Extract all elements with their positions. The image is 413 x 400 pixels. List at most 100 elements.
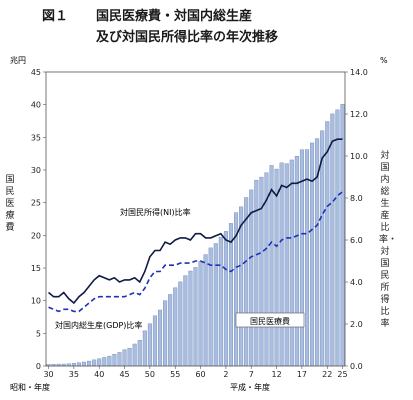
bar	[213, 243, 218, 367]
x-tick-label: 50	[145, 370, 155, 379]
bar	[330, 113, 335, 367]
right-axis-title: 対国内総生産比率・対国民所得比率	[379, 151, 398, 329]
bar	[249, 189, 254, 367]
bar	[274, 168, 279, 367]
bar	[127, 347, 132, 367]
right-tick-label: 0.0	[350, 362, 363, 371]
left-tick-label: 25	[31, 199, 41, 208]
bar	[112, 354, 117, 367]
left-tick-label: 20	[31, 231, 41, 240]
ni-series-label: 対国民所得(NI)比率	[120, 207, 191, 217]
right-tick-label: 2.0	[350, 320, 363, 329]
bar	[122, 349, 127, 367]
bar	[269, 165, 274, 367]
right-tick-label: 8.0	[350, 194, 363, 203]
right-axis-unit: %	[380, 56, 388, 65]
bar	[76, 362, 81, 367]
bar	[279, 162, 284, 367]
figure-number: 図１	[42, 9, 69, 24]
bar	[284, 163, 289, 367]
bar	[228, 223, 233, 367]
bar	[87, 360, 92, 367]
x-tick-label: 7	[249, 370, 254, 379]
bar	[132, 343, 137, 367]
figure-title-line2: 及び対国民所得比率の年次推移	[96, 30, 279, 45]
bar	[152, 315, 157, 367]
figure-title-line1: 国民医療費・対国内総生産	[96, 9, 253, 24]
x-tick-label: 22	[322, 370, 332, 379]
bar	[107, 355, 112, 367]
bar-series-label-box	[235, 312, 305, 328]
bar	[157, 309, 163, 367]
bar-series-national-medical-expenditure	[46, 104, 345, 367]
left-tick-label: 0	[36, 362, 41, 371]
bar	[304, 149, 310, 367]
bar	[163, 300, 168, 367]
left-tick-label: 35	[31, 133, 41, 142]
x-tick-label: 40	[94, 370, 104, 379]
x-tick-label: 35	[69, 370, 79, 379]
left-tick-label: 15	[31, 264, 41, 273]
bar	[168, 294, 173, 367]
x-tick-label: 30	[43, 370, 53, 379]
bar	[320, 130, 325, 367]
bar	[289, 159, 294, 367]
bar	[142, 330, 147, 367]
gdp-ratio-line	[48, 191, 343, 313]
x-tick-label: 25	[337, 370, 347, 379]
left-axis-title: 国民医療費	[5, 175, 15, 233]
left-tick-label: 5	[36, 329, 41, 338]
bar	[97, 358, 102, 367]
left-axis-ticks: 0 5 10 15 20 25 30 35 40 45	[31, 68, 46, 371]
left-tick-label: 45	[31, 68, 41, 77]
gdp-series-label: 対国内総生産(GDP)比率	[55, 320, 142, 330]
bar	[178, 281, 183, 367]
bar	[239, 206, 244, 367]
left-tick-label: 10	[31, 297, 41, 306]
bar	[203, 254, 208, 367]
right-axis-ticks: 0.0 2.0 4.0 6.0 8.0 10.0 12.0 14.0	[345, 68, 368, 371]
bar	[173, 287, 178, 367]
bar	[193, 267, 198, 367]
bar	[71, 363, 76, 367]
plot-frame	[45, 71, 346, 367]
right-tick-label: 12.0	[350, 110, 368, 119]
right-tick-label: 14.0	[350, 68, 368, 77]
bar	[218, 236, 223, 367]
x-tick-label: 2	[223, 370, 228, 379]
bar	[325, 121, 330, 367]
bar	[223, 231, 228, 367]
bar	[117, 352, 122, 367]
bar	[183, 275, 188, 367]
right-tick-label: 6.0	[350, 236, 363, 245]
x-tick-label: 45	[119, 370, 129, 379]
bar	[310, 142, 315, 367]
x-axis-label-heisei: 平成・年度	[230, 382, 270, 392]
x-tick-label: 12	[271, 370, 281, 379]
bar	[335, 109, 340, 367]
bar-series-label: 国民医療費	[250, 316, 290, 326]
bar	[254, 179, 259, 367]
left-tick-label: 30	[31, 166, 41, 175]
bar	[198, 261, 203, 367]
bar	[294, 156, 299, 367]
right-tick-label: 10.0	[350, 152, 368, 161]
left-axis-unit: 兆円	[10, 55, 26, 65]
bar	[188, 270, 193, 367]
x-tick-label: 60	[195, 370, 205, 379]
figure-title: 図１ 国民医療費・対国内総生産 及び対国民所得比率の年次推移	[0, 2, 413, 46]
bar	[92, 359, 97, 367]
bar	[147, 323, 152, 367]
bar	[340, 104, 345, 367]
x-tick-label: 55	[170, 370, 180, 379]
bar	[137, 340, 142, 367]
right-tick-label: 4.0	[350, 278, 363, 287]
x-axis-ticks: 30 35 40 45 50 55 60 2 7 12 17 22 25	[43, 366, 348, 379]
ni-ratio-line	[48, 138, 343, 305]
bar	[81, 361, 87, 367]
bar	[102, 357, 107, 367]
x-tick-label: 17	[297, 370, 307, 379]
left-tick-label: 40	[31, 101, 41, 110]
x-axis-label-showa: 昭和・年度	[10, 382, 50, 392]
